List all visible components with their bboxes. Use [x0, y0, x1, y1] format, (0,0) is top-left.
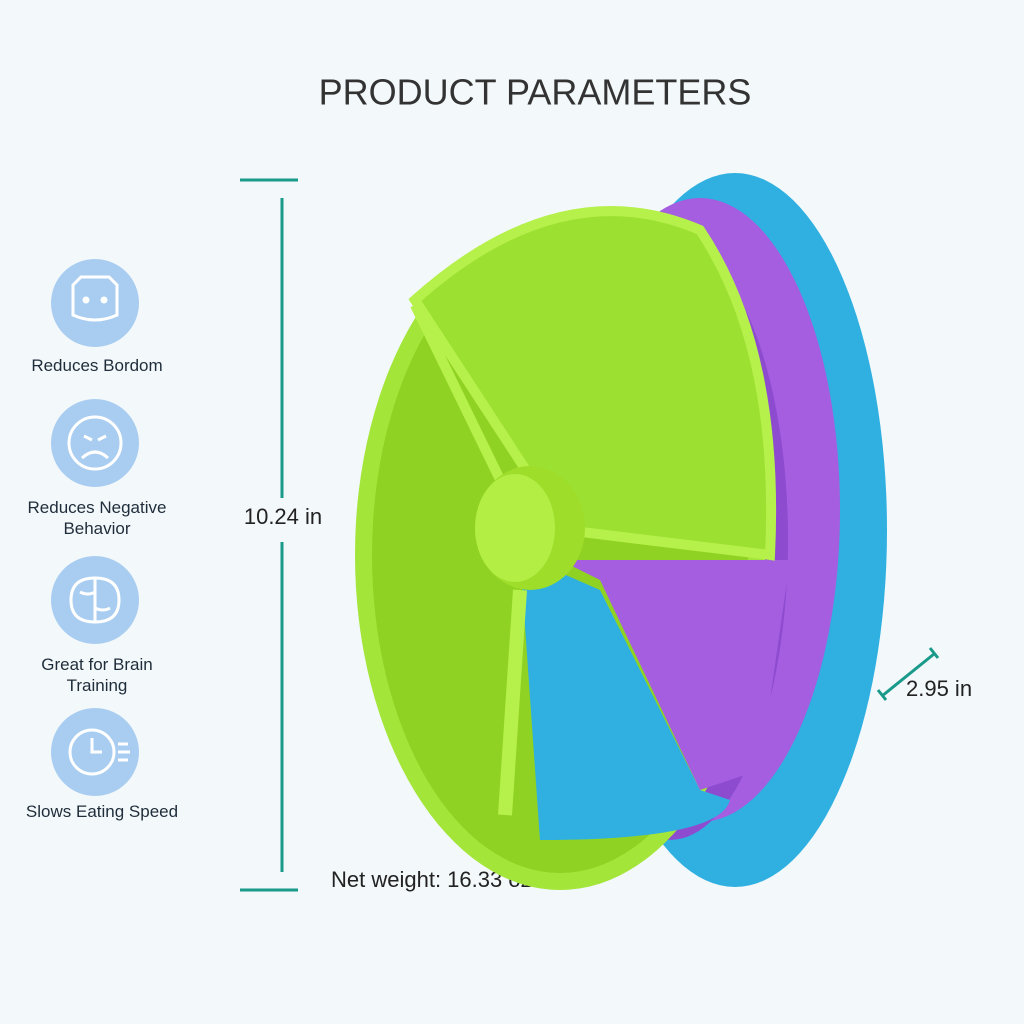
- feature-icons: [51, 259, 139, 796]
- height-label: 10.24 in: [244, 504, 322, 529]
- height-dimension: [240, 178, 298, 892]
- feature-label: Great for Brain Training: [41, 655, 153, 695]
- depth-label: 2.95 in: [906, 676, 972, 701]
- feature-label: Reduces Bordom: [31, 356, 163, 375]
- product-image: [355, 173, 887, 890]
- title: PRODUCT PARAMETERS: [319, 72, 752, 113]
- depth-dimension: [876, 647, 940, 701]
- feature-label: Reduces Negative Behavior: [27, 498, 167, 538]
- feature-label: Slows Eating Speed: [25, 802, 179, 821]
